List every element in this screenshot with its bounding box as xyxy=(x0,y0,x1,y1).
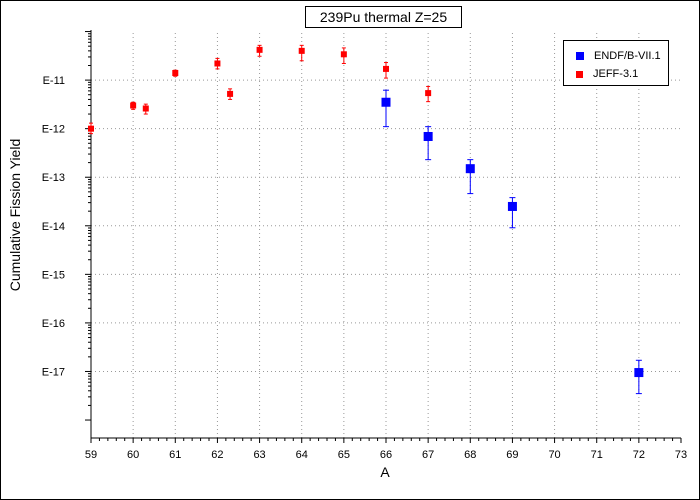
y-tick-label: E-17 xyxy=(42,366,65,378)
x-tick-label: 60 xyxy=(127,449,139,461)
legend-item-endf: ENDF/B-VII.1 xyxy=(576,49,661,63)
x-tick-label: 59 xyxy=(85,449,97,461)
data-point-jeff xyxy=(256,46,263,53)
x-tick-label: 68 xyxy=(464,449,476,461)
x-tick-label: 72 xyxy=(633,449,645,461)
y-tick-label: E-11 xyxy=(43,75,65,87)
x-tick-label: 64 xyxy=(296,449,308,461)
data-point-endf xyxy=(634,368,644,378)
data-point-jeff xyxy=(383,65,389,72)
data-point-jeff xyxy=(88,125,94,132)
data-point-jeff xyxy=(425,90,432,97)
x-tick-label: 71 xyxy=(591,449,603,461)
x-tick-label: 73 xyxy=(675,449,687,461)
y-tick-label: E-14 xyxy=(42,221,65,233)
x-axis-label: A xyxy=(380,464,390,480)
y-tick-label: E-12 xyxy=(42,124,65,136)
legend-label-endf: ENDF/B-VII.1 xyxy=(594,50,661,62)
y-tick-label: E-15 xyxy=(42,269,65,281)
legend-label-jeff: JEFF-3.1 xyxy=(593,68,639,80)
data-point-jeff xyxy=(130,102,137,109)
x-tick-label: 69 xyxy=(506,449,518,461)
data-point-jeff xyxy=(227,90,234,97)
x-tick-label: 62 xyxy=(211,449,223,461)
x-tick-label: 70 xyxy=(548,449,560,461)
data-point-jeff xyxy=(142,105,149,112)
data-point-jeff xyxy=(340,51,347,58)
data-point-endf xyxy=(381,97,391,107)
x-tick-label: 65 xyxy=(338,449,350,461)
legend: ENDF/B-VII.1 JEFF-3.1 xyxy=(563,40,669,86)
legend-swatch-endf xyxy=(576,52,584,60)
data-point-endf xyxy=(465,164,475,174)
x-tick-label: 67 xyxy=(422,449,434,461)
x-tick-label: 66 xyxy=(380,449,392,461)
data-point-endf xyxy=(423,131,433,141)
legend-item-jeff: JEFF-3.1 xyxy=(576,67,638,81)
data-point-jeff xyxy=(172,70,179,77)
y-tick-label: E-13 xyxy=(42,172,65,184)
data-point-jeff xyxy=(298,47,305,54)
y-tick-label: E-16 xyxy=(42,318,65,330)
x-tick-label: 63 xyxy=(253,449,265,461)
data-point-endf xyxy=(507,201,517,211)
chart-title: 239Pu thermal Z=25 xyxy=(305,6,462,28)
data-point-jeff xyxy=(214,60,221,67)
legend-swatch-jeff xyxy=(576,70,583,78)
y-axis-label: Cumulative Fission Yield xyxy=(7,138,23,292)
x-tick-label: 61 xyxy=(169,449,181,461)
